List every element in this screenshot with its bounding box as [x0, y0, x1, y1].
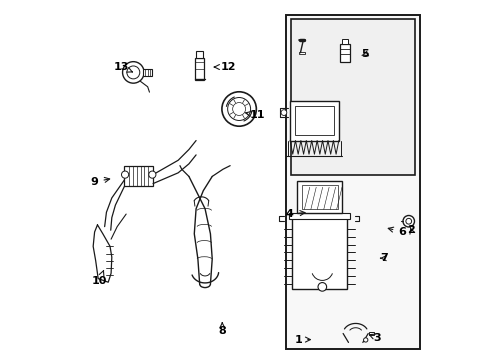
Text: 2: 2	[407, 225, 414, 235]
Bar	[285, 15, 419, 348]
Bar	[340, 44, 349, 62]
Bar	[298, 52, 304, 54]
Bar	[289, 101, 338, 140]
Circle shape	[405, 219, 411, 224]
Text: 3: 3	[368, 333, 380, 343]
Bar	[288, 213, 349, 220]
Bar	[291, 218, 346, 289]
Text: 6: 6	[387, 227, 406, 237]
Text: 10: 10	[91, 270, 107, 286]
Text: 9: 9	[90, 177, 109, 187]
Circle shape	[148, 171, 156, 178]
Text: 13: 13	[114, 62, 132, 72]
Bar	[124, 166, 153, 186]
Bar	[143, 69, 152, 76]
Bar	[294, 106, 333, 135]
Circle shape	[222, 92, 256, 126]
Text: 8: 8	[218, 323, 225, 336]
Bar	[195, 58, 203, 80]
Bar	[301, 185, 337, 210]
Bar	[341, 39, 347, 44]
Circle shape	[126, 66, 140, 79]
Circle shape	[402, 216, 414, 227]
Text: 11: 11	[245, 111, 264, 121]
Text: 7: 7	[379, 253, 386, 263]
Text: 4: 4	[285, 209, 305, 219]
Bar	[196, 51, 203, 58]
Bar	[290, 19, 414, 175]
Bar	[368, 332, 373, 335]
Bar	[297, 181, 341, 213]
Text: 12: 12	[214, 62, 236, 72]
Circle shape	[317, 283, 326, 291]
Circle shape	[122, 62, 144, 83]
Circle shape	[121, 171, 128, 178]
Circle shape	[281, 110, 286, 116]
Circle shape	[232, 103, 245, 116]
Circle shape	[363, 338, 367, 342]
Text: 1: 1	[294, 334, 310, 345]
Circle shape	[227, 98, 250, 121]
Text: 5: 5	[360, 49, 368, 59]
